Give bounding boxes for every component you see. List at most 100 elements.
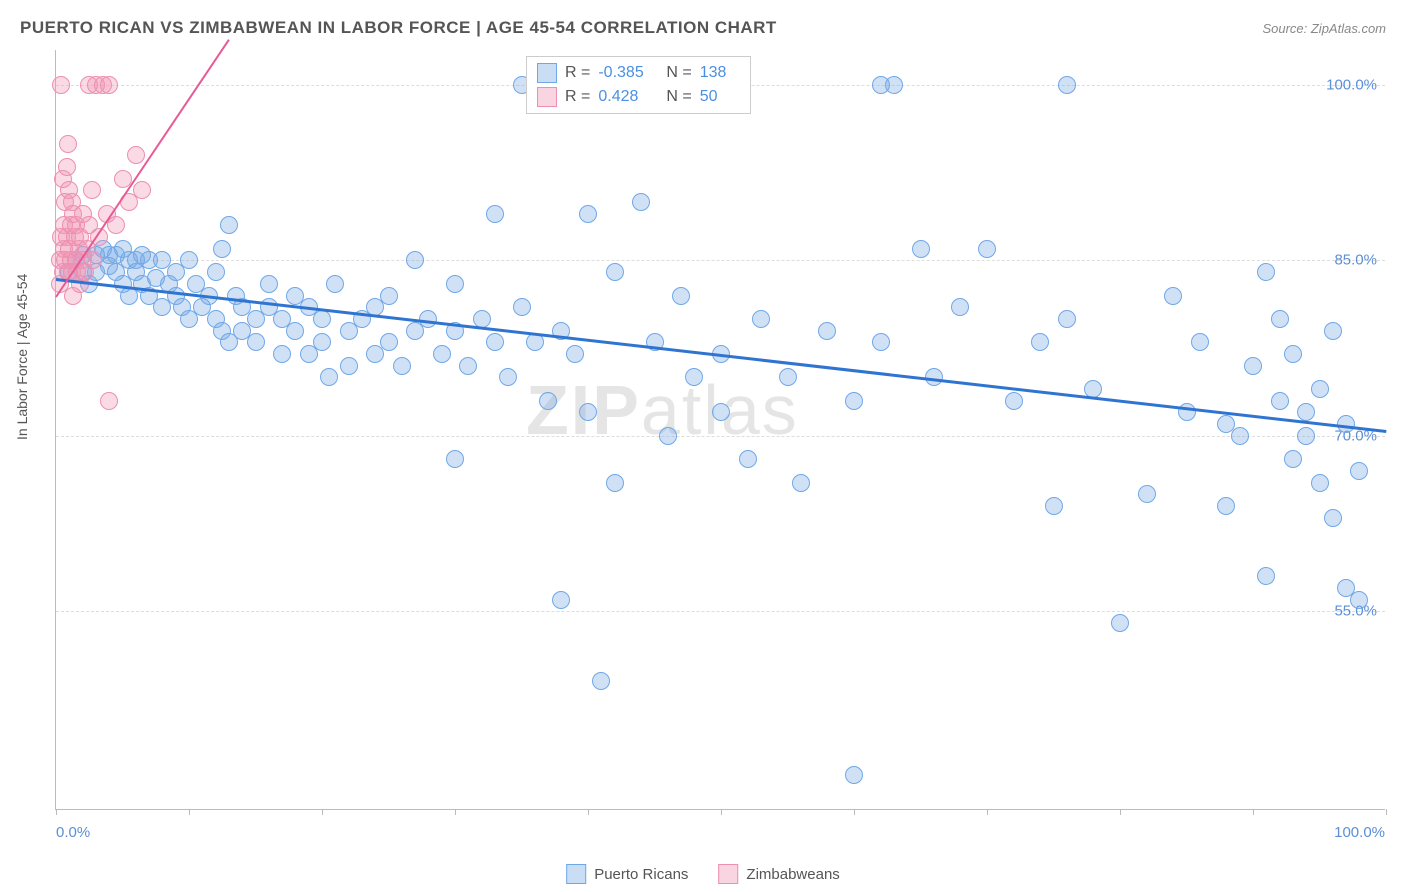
x-tick [322, 809, 323, 815]
data-point [433, 345, 451, 363]
data-point [1257, 567, 1275, 585]
x-tick-label-right: 100.0% [1334, 824, 1385, 841]
chart-title: PUERTO RICAN VS ZIMBABWEAN IN LABOR FORC… [20, 18, 777, 38]
data-point [1271, 310, 1289, 328]
data-point [59, 135, 77, 153]
legend-swatch [566, 864, 586, 884]
data-point [779, 368, 797, 386]
x-tick [1253, 809, 1254, 815]
data-point [260, 275, 278, 293]
data-point [320, 368, 338, 386]
data-point [313, 333, 331, 351]
data-point [1058, 310, 1076, 328]
n-value: 50 [700, 88, 740, 106]
data-point [792, 474, 810, 492]
data-point [1164, 287, 1182, 305]
data-point [1324, 322, 1342, 340]
data-point [1005, 392, 1023, 410]
legend-label: Puerto Ricans [594, 866, 688, 883]
data-point [659, 427, 677, 445]
data-point [220, 216, 238, 234]
data-point [579, 403, 597, 421]
legend-correlation: R =-0.385N =138R = 0.428N = 50 [526, 56, 751, 114]
data-point [1324, 509, 1342, 527]
data-point [1350, 591, 1368, 609]
y-tick-label: 85.0% [1334, 252, 1377, 269]
data-point [100, 392, 118, 410]
y-tick-label: 100.0% [1326, 77, 1377, 94]
data-point [539, 392, 557, 410]
data-point [685, 368, 703, 386]
r-label: R = [565, 64, 590, 82]
data-point [180, 251, 198, 269]
data-point [84, 251, 102, 269]
data-point [446, 450, 464, 468]
data-point [951, 298, 969, 316]
data-point [978, 240, 996, 258]
data-point [1257, 263, 1275, 281]
r-value: -0.385 [598, 64, 658, 82]
data-point [566, 345, 584, 363]
x-tick-label-left: 0.0% [56, 824, 90, 841]
legend-row: R =-0.385N =138 [537, 61, 740, 85]
data-point [133, 181, 151, 199]
data-point [380, 333, 398, 351]
data-point [1191, 333, 1209, 351]
data-point [1350, 462, 1368, 480]
data-point [486, 205, 504, 223]
r-label: R = [565, 88, 590, 106]
data-point [1271, 392, 1289, 410]
data-point [207, 263, 225, 281]
data-point [1297, 427, 1315, 445]
n-label: N = [666, 64, 691, 82]
legend-item: Puerto Ricans [566, 864, 688, 884]
r-value: 0.428 [598, 88, 658, 106]
data-point [1111, 614, 1129, 632]
data-point [499, 368, 517, 386]
data-point [273, 345, 291, 363]
data-point [52, 76, 70, 94]
data-point [213, 240, 231, 258]
data-point [1231, 427, 1249, 445]
x-tick [588, 809, 589, 815]
x-tick [1120, 809, 1121, 815]
data-point [579, 205, 597, 223]
x-tick [455, 809, 456, 815]
data-point [393, 357, 411, 375]
title-bar: PUERTO RICAN VS ZIMBABWEAN IN LABOR FORC… [20, 18, 1386, 38]
data-point [872, 333, 890, 351]
legend-swatch [537, 87, 557, 107]
data-point [1031, 333, 1049, 351]
data-point [459, 357, 477, 375]
gridline [56, 260, 1385, 261]
data-point [552, 591, 570, 609]
n-label: N = [666, 88, 691, 106]
data-point [380, 287, 398, 305]
data-point [1058, 76, 1076, 94]
data-point [606, 474, 624, 492]
data-point [1297, 403, 1315, 421]
data-point [672, 287, 690, 305]
data-point [818, 322, 836, 340]
data-point [286, 322, 304, 340]
data-point [1284, 345, 1302, 363]
data-point [340, 357, 358, 375]
data-point [247, 333, 265, 351]
data-point [1045, 497, 1063, 515]
data-point [513, 298, 531, 316]
data-point [712, 403, 730, 421]
x-tick [987, 809, 988, 815]
data-point [1217, 497, 1235, 515]
x-tick [1386, 809, 1387, 815]
legend-item: Zimbabweans [718, 864, 839, 884]
data-point [326, 275, 344, 293]
data-point [1284, 450, 1302, 468]
scatter-plot: ZIPatlas 55.0%70.0%85.0%100.0%0.0%100.0%… [55, 50, 1385, 810]
data-point [1244, 357, 1262, 375]
data-point [446, 275, 464, 293]
data-point [83, 181, 101, 199]
data-point [632, 193, 650, 211]
x-tick [854, 809, 855, 815]
legend-row: R = 0.428 N = 50 [537, 85, 740, 109]
data-point [606, 263, 624, 281]
